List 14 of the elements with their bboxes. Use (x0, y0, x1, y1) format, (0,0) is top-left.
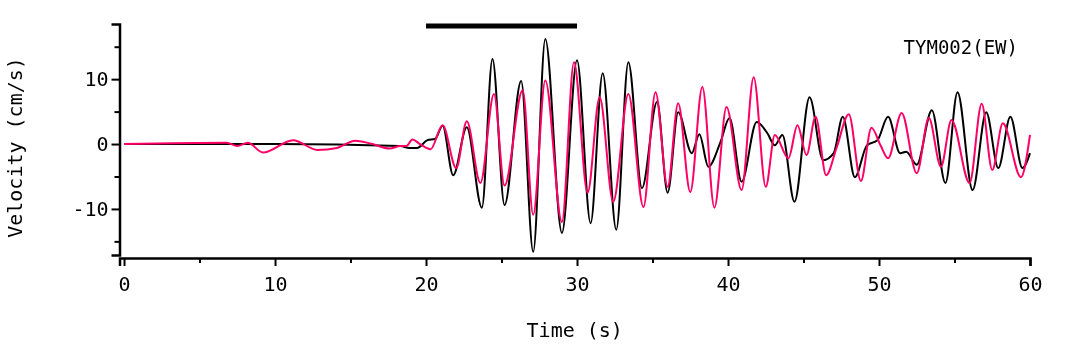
annotation: TYM002(EW) (903, 36, 1018, 58)
x-tick-label: 40 (716, 272, 741, 296)
x-tick-label: 30 (565, 272, 590, 296)
line-series (123, 61, 1031, 223)
x-tick-label: 0 (118, 272, 131, 296)
y-tick-label: 0 (96, 131, 109, 156)
x-tick-label: 60 (1018, 272, 1043, 296)
y-tick-label: -10 (72, 196, 109, 221)
y-tick-label: 10 (84, 67, 109, 92)
x-axis-title: Time (s) (526, 318, 623, 342)
x-tick-label: 50 (867, 272, 892, 296)
x-tick-label: 10 (263, 272, 288, 296)
x-tick-label: 20 (414, 272, 439, 296)
y-axis-title: Velocity (cm/s) (3, 57, 27, 238)
